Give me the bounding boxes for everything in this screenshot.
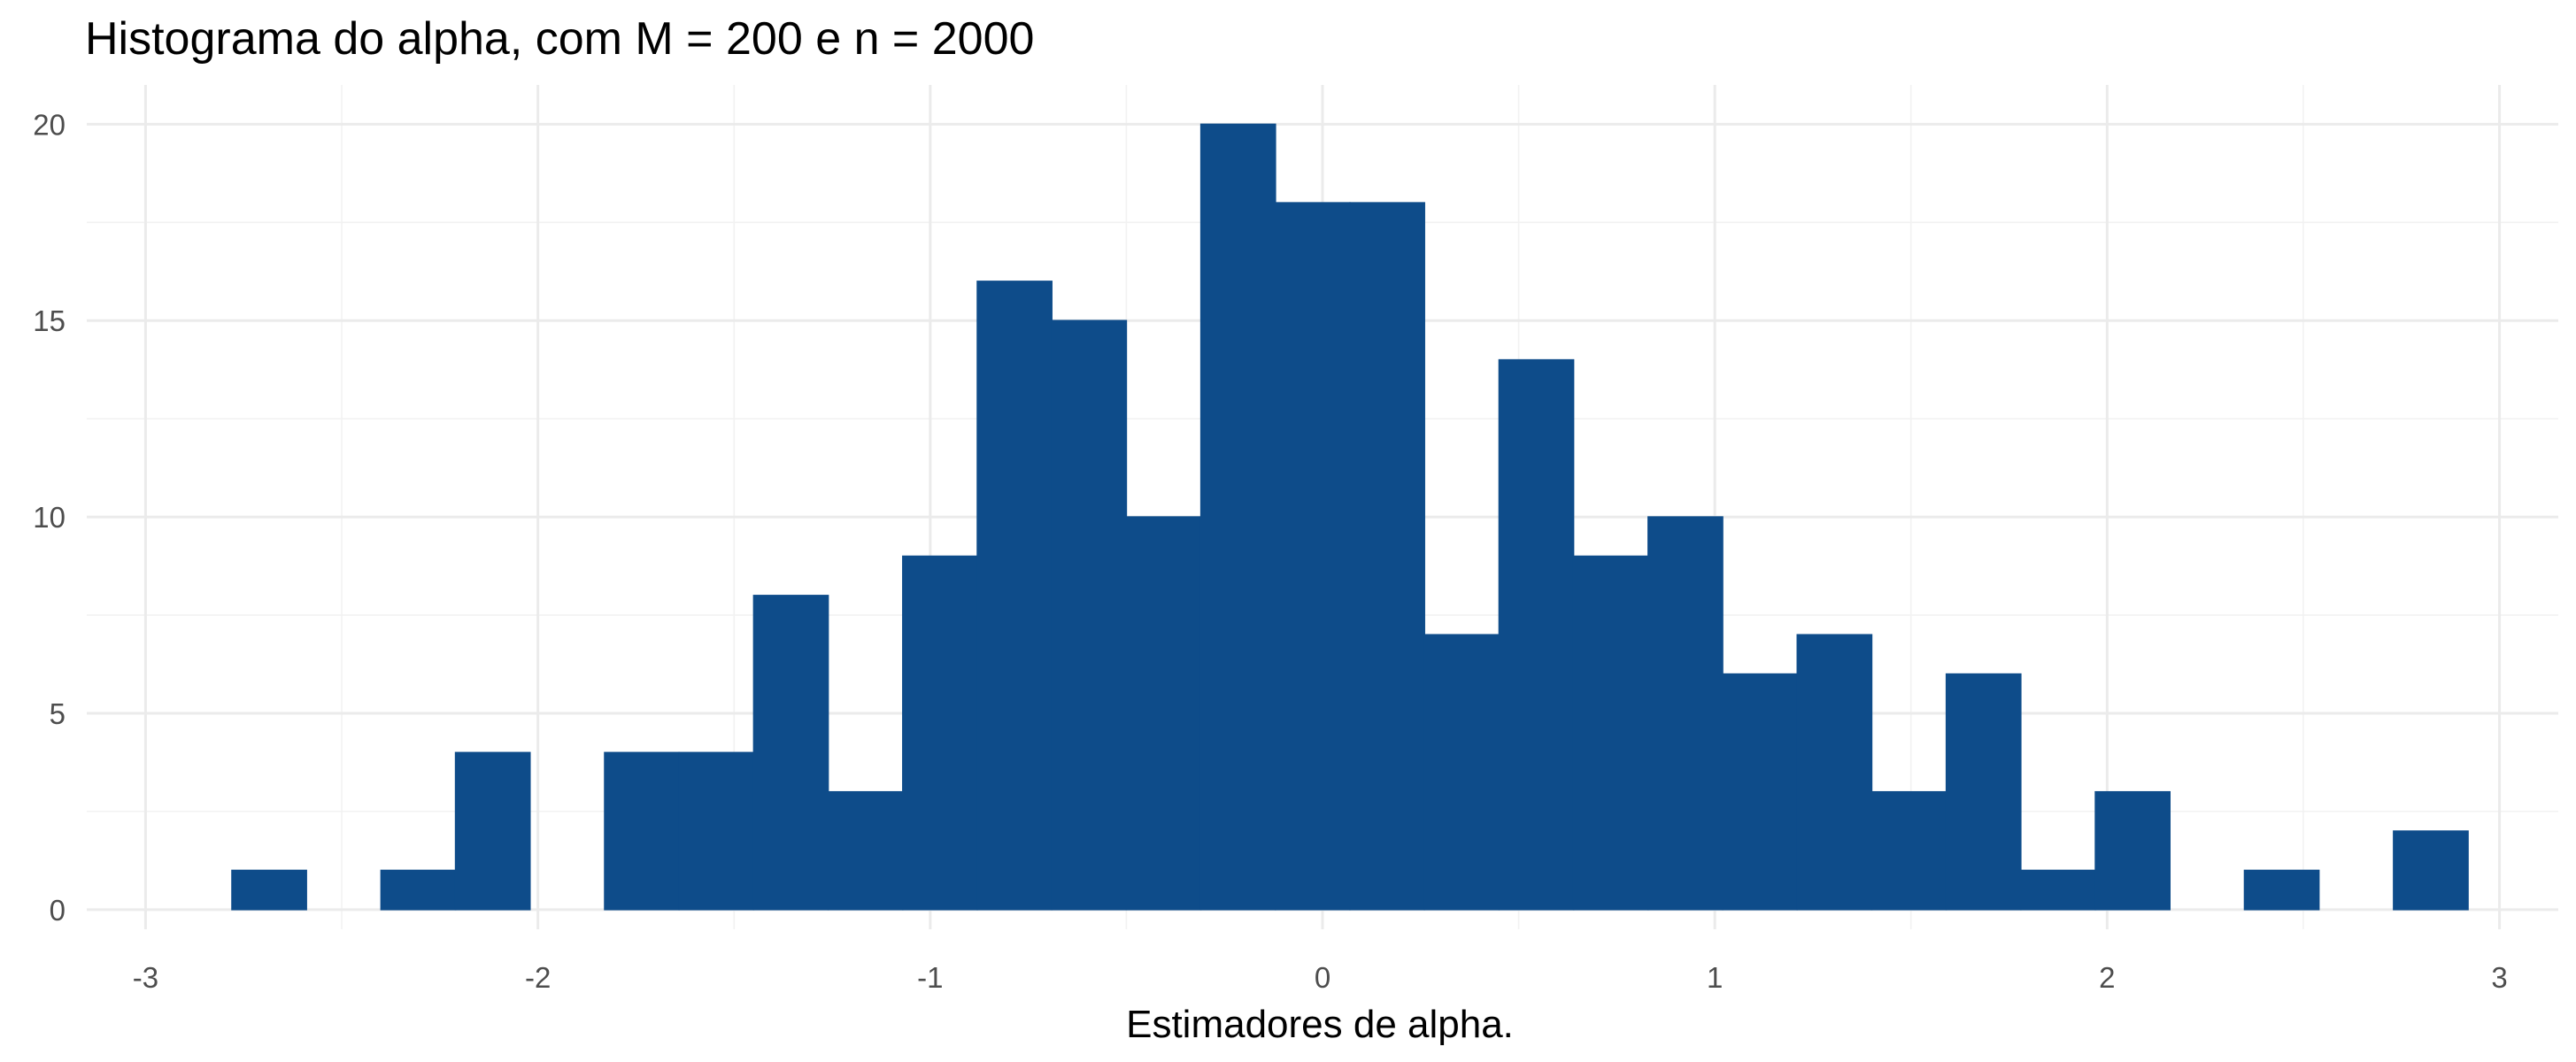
- histogram-bar: [231, 869, 307, 911]
- y-axis-tick-labels: 0 5 10 15 20: [33, 108, 66, 926]
- y-tick-label: 15: [33, 304, 66, 337]
- y-tick-label: 0: [50, 894, 66, 927]
- histogram-bar: [1722, 673, 1798, 911]
- x-tick-label: 2: [2099, 961, 2115, 994]
- x-axis-tick-labels: -3 -2 -1 0 1 2 3: [133, 961, 2508, 994]
- histogram-bar: [1945, 673, 2022, 911]
- histogram-bar: [454, 751, 531, 911]
- x-tick-label: -1: [917, 961, 943, 994]
- histogram-bar: [2393, 830, 2469, 911]
- histogram-bar: [380, 869, 457, 911]
- histogram-bar: [902, 555, 978, 911]
- x-tick-label: 0: [1315, 961, 1330, 994]
- histogram-bar: [2020, 869, 2096, 911]
- histogram-bar: [752, 595, 829, 911]
- histogram-bar: [2094, 790, 2171, 911]
- x-tick-label: 3: [2491, 961, 2507, 994]
- x-tick-label: -2: [525, 961, 551, 994]
- histogram-bar: [1423, 634, 1500, 911]
- histogram-bar: [678, 751, 755, 911]
- histogram-bar: [1870, 790, 1947, 911]
- histogram-bar: [1498, 358, 1575, 911]
- chart-title: Histograma do alpha, com M = 200 e n = 2…: [85, 13, 1034, 65]
- x-axis-label: Estimadores de alpha.: [1126, 1003, 1514, 1046]
- histogram-bars: [231, 123, 2469, 911]
- histogram-bar: [1647, 516, 1724, 911]
- histogram-bar: [1572, 555, 1649, 911]
- x-tick-label: 1: [1707, 961, 1723, 994]
- histogram-bar: [976, 281, 1053, 911]
- histogram-bar: [2243, 869, 2320, 911]
- histogram-bar: [1125, 516, 1202, 911]
- histogram-bar: [604, 751, 680, 911]
- histogram-bar: [1796, 634, 1873, 911]
- histogram-bar: [1051, 319, 1128, 911]
- y-tick-label: 10: [33, 501, 66, 534]
- histogram-bar: [827, 790, 904, 911]
- y-tick-label: 5: [50, 697, 66, 730]
- y-tick-label: 20: [33, 108, 66, 141]
- histogram-bar: [1275, 202, 1351, 911]
- x-tick-label: -3: [133, 961, 158, 994]
- histogram-bar: [1349, 202, 1425, 911]
- histogram-bar: [1199, 123, 1276, 911]
